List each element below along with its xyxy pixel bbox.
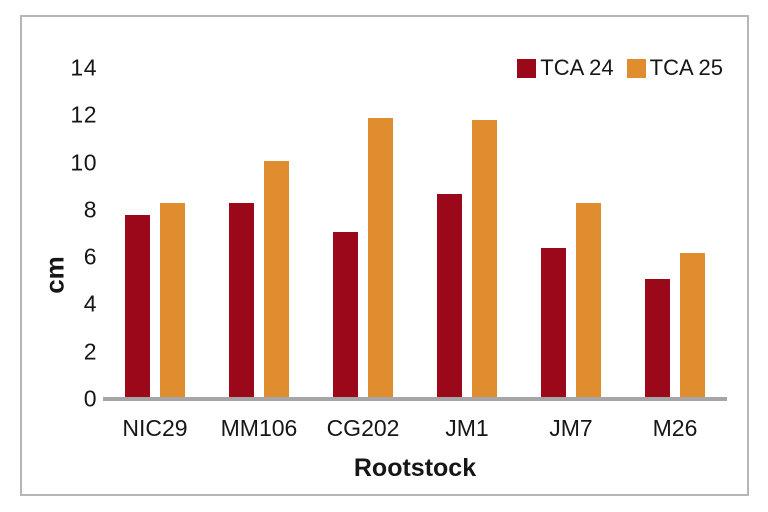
x-cat-label-jm1: JM1 <box>445 415 489 441</box>
bar-tca-25-nic29 <box>160 203 185 397</box>
bar-tca-24-nic29 <box>125 214 150 397</box>
bar-tca-25-cg202 <box>368 118 393 397</box>
y-axis-title: cm <box>39 256 70 294</box>
bar-tca-24-cg202 <box>333 231 358 397</box>
y-tick-label-2: 2 <box>83 338 97 365</box>
x-axis-title: Rootstock <box>353 454 477 482</box>
y-tick-label-8: 8 <box>83 196 97 223</box>
x-cat-label-mm106: MM106 <box>220 415 298 441</box>
y-axis-ticks: 0 2 4 6 8 10 12 14 <box>22 17 97 494</box>
x-cat-label-cg202: CG202 <box>326 415 400 441</box>
y-tick-label-14: 14 <box>70 54 97 81</box>
legend-label-tca-24: TCA 24 <box>540 55 614 80</box>
x-cat-label-nic29: NIC29 <box>122 415 188 441</box>
bar-group-nic29 <box>103 66 207 397</box>
x-cat-label-jm7: JM7 <box>549 415 593 441</box>
bar-tca-25-jm1 <box>472 120 497 397</box>
legend: TCA 24 TCA 25 <box>517 55 723 81</box>
y-tick-label-10: 10 <box>70 149 97 176</box>
x-axis-category-labels: NIC29 MM106 CG202 JM1 JM7 M26 <box>103 415 727 442</box>
y-tick-label-4: 4 <box>83 290 97 317</box>
bar-group-jm7 <box>519 66 623 397</box>
bar-tca-25-mm106 <box>264 160 289 397</box>
bar-tca-24-m26 <box>645 278 670 397</box>
legend-item-tca-25: TCA 25 <box>626 55 723 81</box>
bar-group-mm106 <box>207 66 311 397</box>
bar-group-m26 <box>623 66 727 397</box>
bar-group-jm1 <box>415 66 519 397</box>
x-cat-label-m26: M26 <box>652 415 698 441</box>
bar-group-cg202 <box>311 66 415 397</box>
y-tick-label-12: 12 <box>70 101 97 128</box>
bar-tca-24-mm106 <box>229 203 254 397</box>
legend-swatch-tca-24 <box>517 58 537 78</box>
bar-tca-25-m26 <box>680 252 705 397</box>
legend-label-tca-25: TCA 25 <box>649 55 723 80</box>
legend-item-tca-24: TCA 24 <box>517 55 614 81</box>
bar-tca-25-jm7 <box>576 203 601 397</box>
y-tick-label-6: 6 <box>83 243 97 270</box>
chart-frame: 0 2 4 6 8 10 12 14 cm NIC29 MM106 CG202 JM1 JM7 M26 … <box>20 15 749 496</box>
x-axis-line <box>103 397 727 401</box>
legend-swatch-tca-25 <box>626 58 646 78</box>
y-tick-label-0: 0 <box>83 385 97 412</box>
plot-area <box>103 66 727 397</box>
bar-tca-24-jm1 <box>437 193 462 397</box>
bar-tca-24-jm7 <box>541 248 566 397</box>
